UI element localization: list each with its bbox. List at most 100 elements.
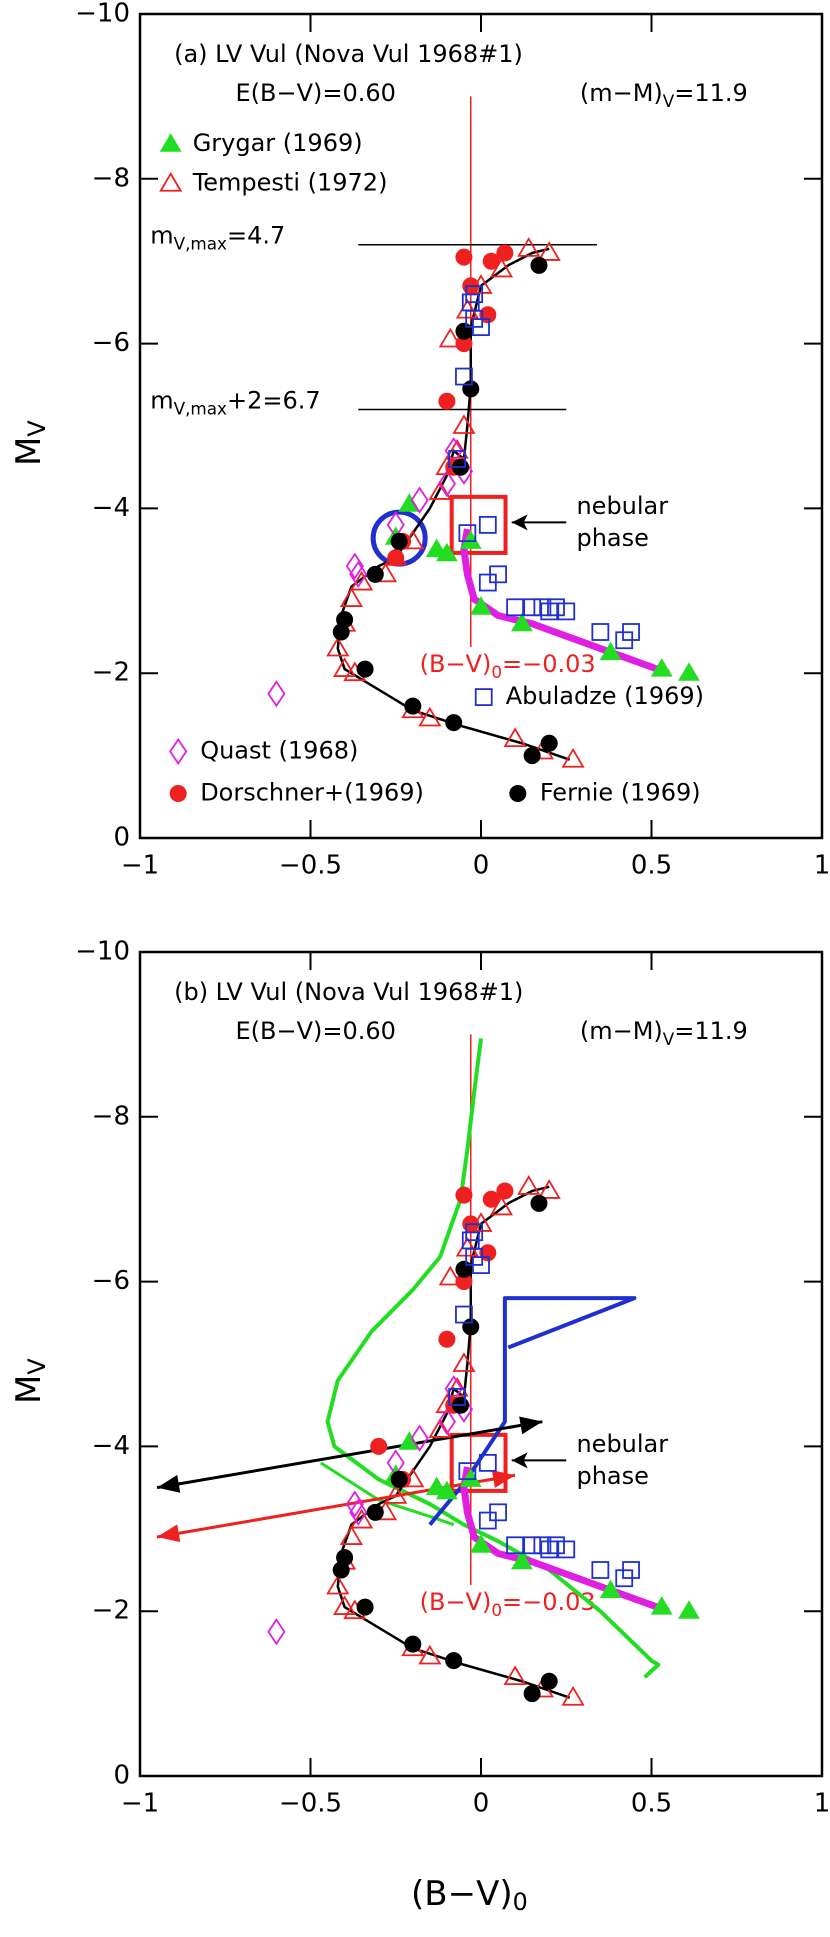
marker bbox=[523, 1536, 542, 1555]
marker bbox=[438, 392, 456, 410]
track-line bbox=[325, 1038, 661, 1679]
marker bbox=[622, 623, 640, 641]
marker bbox=[537, 1179, 561, 1199]
marker bbox=[547, 1536, 565, 1555]
marker bbox=[455, 248, 473, 266]
subscript: 0 bbox=[491, 662, 502, 682]
marker bbox=[478, 515, 497, 534]
nebular-arrowhead bbox=[511, 1452, 528, 1469]
y-axis-label: MV bbox=[9, 1358, 51, 1404]
distance-modulus: (m−M)V=11.9 bbox=[580, 1017, 748, 1049]
marker bbox=[455, 322, 473, 340]
marker bbox=[445, 714, 463, 732]
intrinsic-color-label: (B−V)0=−0.03 bbox=[420, 1588, 596, 1620]
marker bbox=[523, 1685, 541, 1703]
marker bbox=[366, 1503, 384, 1521]
x-tick-label: 0.5 bbox=[631, 851, 672, 881]
marker bbox=[482, 252, 500, 270]
subscript: V,max bbox=[174, 234, 227, 254]
y-tick-label: −2 bbox=[92, 658, 130, 688]
marker bbox=[438, 327, 462, 348]
marker bbox=[472, 318, 490, 337]
marker bbox=[511, 1550, 533, 1570]
marker bbox=[506, 1536, 525, 1555]
marker bbox=[418, 1644, 442, 1665]
marker bbox=[465, 285, 484, 304]
legend-label: Tempesti (1972) bbox=[192, 169, 388, 197]
marker bbox=[678, 1600, 700, 1619]
distance-modulus: (m−M)V=11.9 bbox=[580, 79, 748, 111]
text-part: (B−V) bbox=[420, 1588, 492, 1616]
subscript: V,max bbox=[174, 399, 227, 419]
arrowhead bbox=[519, 1416, 543, 1435]
arrowhead bbox=[157, 1524, 181, 1543]
arrowhead bbox=[491, 1470, 516, 1488]
text-part: (m−M) bbox=[580, 1017, 663, 1045]
legend-marker bbox=[509, 785, 527, 803]
marker bbox=[455, 1186, 473, 1204]
panel-title: (a) LV Vul (Nova Vul 1968#1) bbox=[174, 40, 523, 68]
marker bbox=[436, 1480, 458, 1500]
x-tick-label: 0 bbox=[473, 851, 490, 881]
text-part: (m−M) bbox=[580, 79, 663, 107]
marker bbox=[326, 636, 350, 657]
marker bbox=[458, 1462, 477, 1481]
marker bbox=[350, 1508, 374, 1529]
y-tick-label: −2 bbox=[92, 1596, 130, 1626]
subscript: V bbox=[663, 1029, 675, 1049]
marker bbox=[404, 1635, 422, 1653]
marker bbox=[462, 1318, 480, 1336]
text-part: =11.9 bbox=[674, 1017, 748, 1045]
marker bbox=[333, 1595, 357, 1615]
marker bbox=[503, 1665, 527, 1686]
marker bbox=[462, 380, 480, 398]
y-tick-label: −10 bbox=[75, 0, 130, 29]
marker bbox=[390, 1470, 408, 1488]
marker bbox=[478, 573, 497, 592]
legend-marker bbox=[159, 171, 183, 192]
nebular-label: nebular bbox=[576, 492, 668, 520]
nebular-label: phase bbox=[576, 524, 648, 552]
marker bbox=[437, 470, 456, 498]
nebular-box bbox=[449, 494, 508, 555]
marker bbox=[458, 524, 477, 543]
marker bbox=[404, 697, 422, 715]
reddening: E(B−V)=0.60 bbox=[235, 79, 395, 107]
text-part: =4.7 bbox=[227, 222, 285, 250]
nebular-label: phase bbox=[576, 1462, 648, 1490]
text-part: m bbox=[150, 222, 173, 250]
marker bbox=[470, 596, 492, 615]
plot-frame bbox=[138, 950, 824, 1778]
marker bbox=[267, 680, 286, 708]
marker bbox=[489, 257, 514, 278]
marker bbox=[356, 1598, 374, 1616]
nebular-box bbox=[449, 1432, 508, 1493]
y-tick-label: −8 bbox=[92, 1101, 130, 1131]
track-line bbox=[428, 1296, 637, 1526]
marker bbox=[496, 1182, 514, 1200]
marker bbox=[455, 1305, 473, 1324]
legend-label: Abuladze (1969) bbox=[506, 682, 704, 710]
legend-label: Grygar (1969) bbox=[193, 129, 363, 157]
marker bbox=[678, 662, 700, 681]
legend-marker bbox=[159, 133, 182, 152]
marker bbox=[537, 241, 561, 261]
marker bbox=[465, 1223, 484, 1242]
marker bbox=[428, 1418, 452, 1438]
marker bbox=[591, 1561, 610, 1579]
arrow-line bbox=[156, 1473, 516, 1539]
legend-marker bbox=[474, 688, 493, 706]
max-magnitude-label: mV,max+2=6.7 bbox=[150, 387, 320, 419]
text-part: =−0.03 bbox=[502, 1588, 596, 1616]
marker bbox=[530, 256, 548, 274]
marker bbox=[452, 414, 476, 434]
x-tick-label: 0.5 bbox=[631, 1789, 672, 1819]
legend-label: Fernie (1969) bbox=[540, 779, 701, 807]
marker bbox=[547, 598, 565, 617]
marker bbox=[599, 641, 622, 661]
marker bbox=[448, 1388, 467, 1406]
legend-marker bbox=[169, 737, 188, 766]
text-part: M bbox=[9, 1375, 49, 1404]
x-tick-label: −1 bbox=[121, 1789, 159, 1819]
